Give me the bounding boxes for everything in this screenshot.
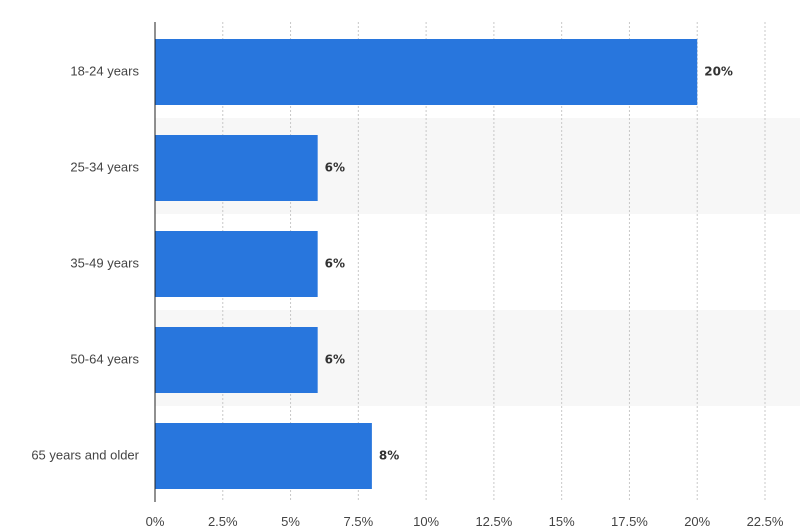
data-label: 6% xyxy=(325,353,345,367)
x-tick-label: 20% xyxy=(684,514,710,529)
data-label: 6% xyxy=(325,257,345,271)
bar[interactable] xyxy=(155,327,318,393)
category-label: 65 years and older xyxy=(31,447,139,462)
category-label: 35-49 years xyxy=(70,255,139,270)
value-labels: 20% 6% 6% 6% 8% xyxy=(325,65,733,463)
category-label: 25-34 years xyxy=(70,159,139,174)
data-label: 20% xyxy=(704,65,733,79)
data-label: 8% xyxy=(379,449,399,463)
x-tick-label: 2.5% xyxy=(208,514,238,529)
category-labels: 18-24 years 25-34 years 35-49 years 50-64 y… xyxy=(31,63,139,462)
x-tick-label: 17.5% xyxy=(611,514,648,529)
data-label: 6% xyxy=(325,161,345,175)
x-tick-label: 7.5% xyxy=(344,514,374,529)
x-tick-label: 22.5% xyxy=(747,514,784,529)
x-tick-labels: 0% 2.5% 5% 7.5% 10% 12.5% 15% 17.5% 20% 22.5% xyxy=(146,514,784,529)
bar[interactable] xyxy=(155,135,318,201)
bars xyxy=(155,39,698,489)
bar[interactable] xyxy=(155,423,372,489)
bar[interactable] xyxy=(155,231,318,297)
x-tick-label: 5% xyxy=(281,514,300,529)
x-tick-label: 0% xyxy=(146,514,165,529)
x-tick-label: 10% xyxy=(413,514,439,529)
category-label: 18-24 years xyxy=(70,63,139,78)
x-tick-label: 15% xyxy=(549,514,575,529)
x-tick-label: 12.5% xyxy=(475,514,512,529)
bar[interactable] xyxy=(155,39,698,105)
category-label: 50-64 years xyxy=(70,351,139,366)
